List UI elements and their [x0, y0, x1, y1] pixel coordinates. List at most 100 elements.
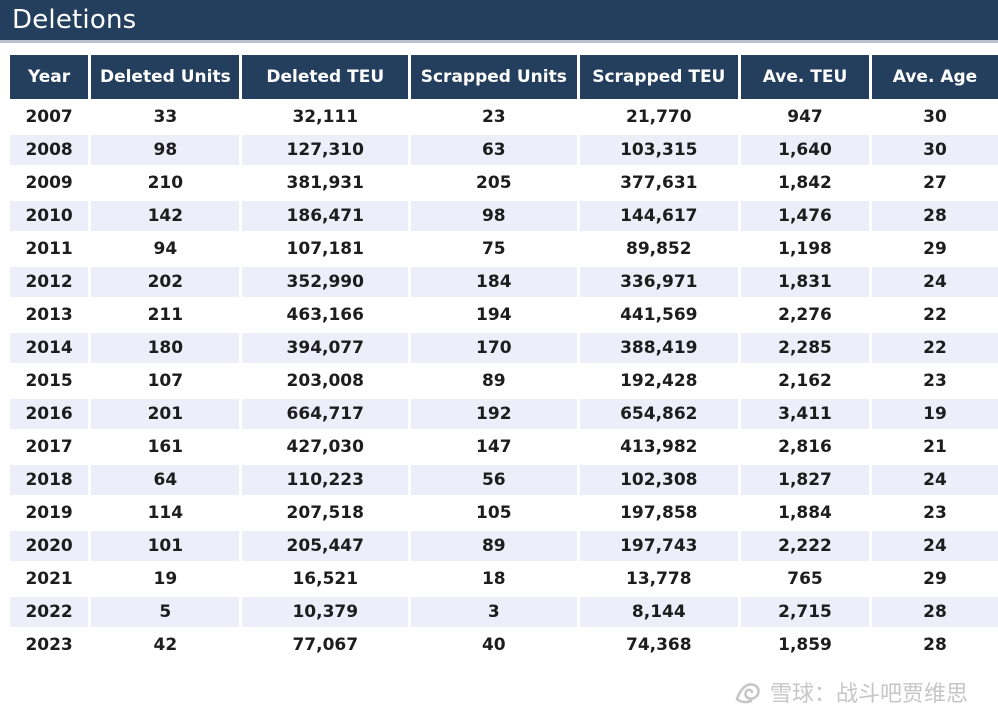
table-row: 2018 64 110,223 56 102,308 1,827 24	[10, 465, 998, 498]
deleted-units-cell: 210	[91, 168, 240, 201]
ave-age-cell: 29	[871, 234, 998, 267]
deleted-teu-cell: 110,223	[242, 465, 409, 498]
deleted-units-cell: 98	[91, 135, 240, 168]
deleted-units-cell: 5	[91, 597, 240, 630]
ave-age-cell: 22	[871, 333, 998, 366]
ave-teu-cell: 1,884	[741, 498, 869, 531]
deleted-units-cell: 101	[91, 531, 240, 564]
deleted-units-cell: 19	[91, 564, 240, 597]
scrapped-teu-cell: 197,743	[579, 531, 739, 564]
deleted-teu-cell: 203,008	[242, 366, 409, 399]
year-cell: 2011	[10, 234, 89, 267]
ave-age-cell: 19	[871, 399, 998, 432]
year-cell: 2010	[10, 201, 89, 234]
scrapped-units-cell: 18	[411, 564, 577, 597]
table-row: 2015 107 203,008 89 192,428 2,162 23	[10, 366, 998, 399]
year-cell: 2022	[10, 597, 89, 630]
deleted-units-cell: 42	[91, 630, 240, 663]
scrapped-units-cell: 205	[411, 168, 577, 201]
scrapped-teu-cell: 144,617	[579, 201, 739, 234]
scrapped-units-cell: 63	[411, 135, 577, 168]
scrapped-teu-cell: 654,862	[579, 399, 739, 432]
table-row: 2013 211 463,166 194 441,569 2,276 22	[10, 300, 998, 333]
deleted-units-cell: 64	[91, 465, 240, 498]
deleted-units-cell: 202	[91, 267, 240, 300]
ave-age-cell: 29	[871, 564, 998, 597]
scrapped-units-cell: 98	[411, 201, 577, 234]
year-cell: 2007	[10, 102, 89, 135]
deleted-teu-cell: 352,990	[242, 267, 409, 300]
column-header: Deleted TEU	[242, 55, 409, 102]
year-cell: 2023	[10, 630, 89, 663]
column-header: Year	[10, 55, 89, 102]
deleted-units-cell: 114	[91, 498, 240, 531]
ave-teu-cell: 1,198	[741, 234, 869, 267]
ave-age-cell: 22	[871, 300, 998, 333]
deleted-teu-cell: 394,077	[242, 333, 409, 366]
scrapped-units-cell: 170	[411, 333, 577, 366]
deleted-teu-cell: 107,181	[242, 234, 409, 267]
deleted-teu-cell: 381,931	[242, 168, 409, 201]
ave-age-cell: 30	[871, 135, 998, 168]
scrapped-teu-cell: 74,368	[579, 630, 739, 663]
scrapped-units-cell: 75	[411, 234, 577, 267]
scrapped-teu-cell: 377,631	[579, 168, 739, 201]
ave-teu-cell: 3,411	[741, 399, 869, 432]
year-cell: 2017	[10, 432, 89, 465]
scrapped-teu-cell: 13,778	[579, 564, 739, 597]
ave-age-cell: 28	[871, 597, 998, 630]
deleted-teu-cell: 16,521	[242, 564, 409, 597]
deleted-teu-cell: 664,717	[242, 399, 409, 432]
ave-teu-cell: 2,222	[741, 531, 869, 564]
deleted-units-cell: 211	[91, 300, 240, 333]
table-row: 2009 210 381,931 205 377,631 1,842 27	[10, 168, 998, 201]
table-row: 2022 5 10,379 3 8,144 2,715 28	[10, 597, 998, 630]
scrapped-teu-cell: 103,315	[579, 135, 739, 168]
year-cell: 2009	[10, 168, 89, 201]
year-cell: 2018	[10, 465, 89, 498]
column-header: Scrapped Units	[411, 55, 577, 102]
table-row: 2010 142 186,471 98 144,617 1,476 28	[10, 201, 998, 234]
year-cell: 2008	[10, 135, 89, 168]
table-row: 2020 101 205,447 89 197,743 2,222 24	[10, 531, 998, 564]
ave-age-cell: 21	[871, 432, 998, 465]
year-cell: 2019	[10, 498, 89, 531]
scrapped-teu-cell: 197,858	[579, 498, 739, 531]
year-cell: 2014	[10, 333, 89, 366]
deleted-teu-cell: 127,310	[242, 135, 409, 168]
ave-teu-cell: 947	[741, 102, 869, 135]
deleted-units-cell: 107	[91, 366, 240, 399]
ave-age-cell: 27	[871, 168, 998, 201]
snowball-logo-icon	[735, 683, 760, 704]
deleted-units-cell: 180	[91, 333, 240, 366]
watermark-text: 雪球：战斗吧贾维思	[769, 682, 968, 707]
table-row: 2021 19 16,521 18 13,778 765 29	[10, 564, 998, 597]
column-header: Scrapped TEU	[579, 55, 739, 102]
ave-teu-cell: 2,816	[741, 432, 869, 465]
ave-age-cell: 23	[871, 498, 998, 531]
deleted-units-cell: 142	[91, 201, 240, 234]
table-header-row: Year Deleted Units Deleted TEU Scrapped …	[10, 55, 998, 102]
ave-age-cell: 23	[871, 366, 998, 399]
deleted-teu-cell: 463,166	[242, 300, 409, 333]
ave-teu-cell: 1,859	[741, 630, 869, 663]
scrapped-teu-cell: 89,852	[579, 234, 739, 267]
year-cell: 2013	[10, 300, 89, 333]
year-cell: 2020	[10, 531, 89, 564]
table-row: 2012 202 352,990 184 336,971 1,831 24	[10, 267, 998, 300]
ave-teu-cell: 765	[741, 564, 869, 597]
ave-age-cell: 28	[871, 630, 998, 663]
scrapped-units-cell: 23	[411, 102, 577, 135]
deleted-teu-cell: 207,518	[242, 498, 409, 531]
column-header: Ave. Age	[871, 55, 998, 102]
ave-teu-cell: 2,715	[741, 597, 869, 630]
column-header: Ave. TEU	[741, 55, 869, 102]
scrapped-teu-cell: 388,419	[579, 333, 739, 366]
table-row: 2017 161 427,030 147 413,982 2,816 21	[10, 432, 998, 465]
table-row: 2016 201 664,717 192 654,862 3,411 19	[10, 399, 998, 432]
deleted-teu-cell: 427,030	[242, 432, 409, 465]
scrapped-units-cell: 147	[411, 432, 577, 465]
scrapped-teu-cell: 8,144	[579, 597, 739, 630]
scrapped-units-cell: 89	[411, 366, 577, 399]
year-cell: 2021	[10, 564, 89, 597]
